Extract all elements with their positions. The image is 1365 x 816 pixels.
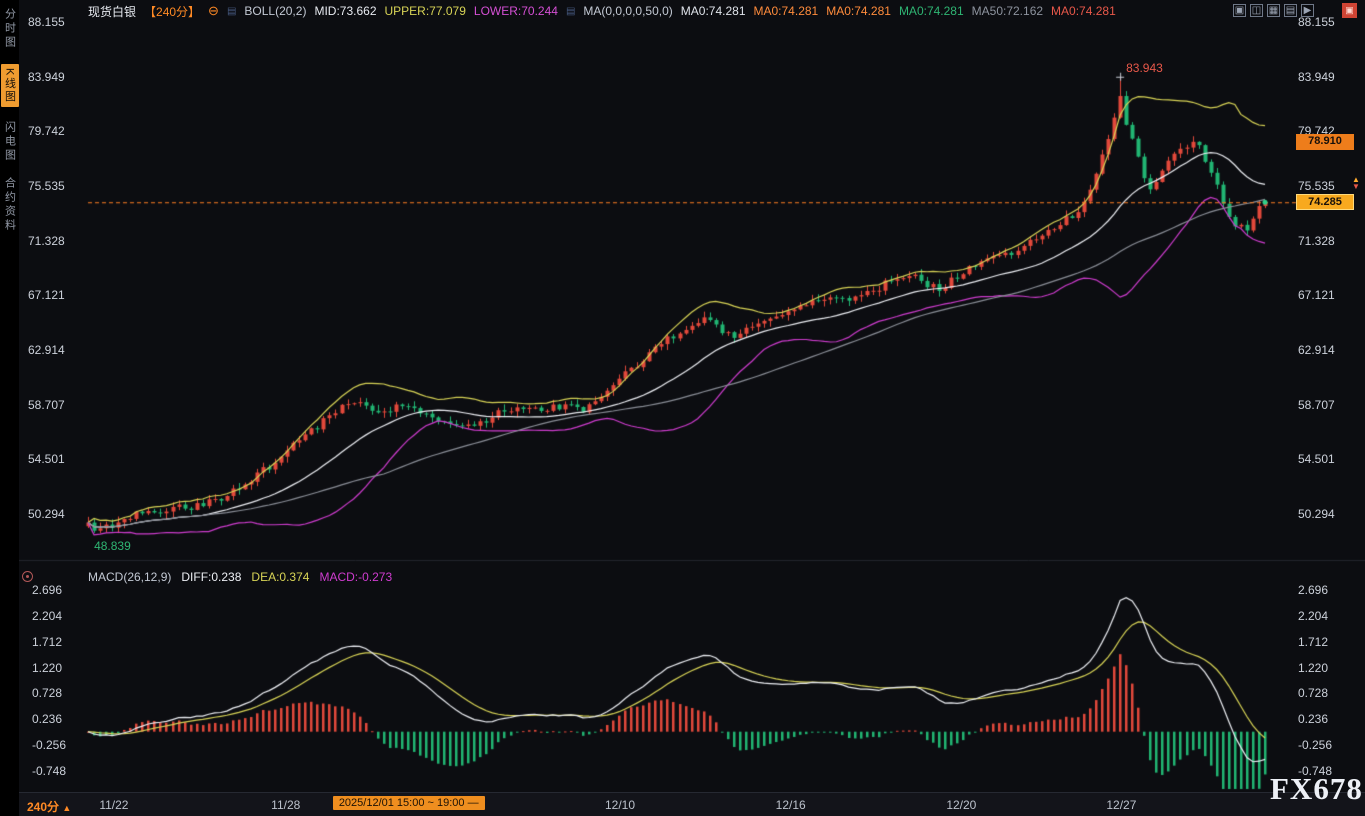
sidebar-item-kline-chart[interactable]: K线图 (0, 64, 19, 108)
price-axis-label-right: 58.707 (1298, 397, 1335, 412)
ma-value: MA0:74.281 (826, 4, 891, 18)
layout-split-horizontal-icon[interactable]: ◫ (1250, 4, 1263, 17)
boll-lower-value: LOWER:70.244 (473, 4, 558, 18)
price-axis-label-left: 62.914 (28, 343, 65, 357)
ma-value: MA0:74.281 (753, 4, 819, 18)
period-selector[interactable]: 240分 ▲ (27, 798, 71, 815)
macd-axis-label-right: 2.696 (1298, 583, 1329, 597)
macd-axis-label-left: -0.748 (32, 764, 67, 778)
macd-axis-label-right: 1.712 (1298, 634, 1329, 649)
up-arrow-icon: ▲ (1352, 175, 1360, 185)
time-axis-label: 12/27 (1106, 798, 1137, 812)
symbol-name: 现货白银 (88, 4, 137, 19)
price-axis-label-right: 50.294 (1298, 507, 1335, 521)
layout-expand-icon[interactable]: ▶ (1301, 4, 1314, 17)
price-axis-label-left: 79.742 (28, 124, 65, 139)
down-arrow-icon: ▼ (1352, 182, 1360, 192)
macd-axis-label-right: 0.728 (1298, 686, 1329, 701)
price-axis-label-left: 88.155 (28, 15, 65, 29)
macd-axis-label-right: 1.220 (1298, 660, 1329, 675)
ma-label: MA(0,0,0,0,50,0) (583, 4, 673, 18)
high-annotation: 83.943 (1126, 60, 1163, 75)
boll-label: BOLL(20,2) (244, 4, 307, 18)
period-arrow-icon: ▲ (62, 803, 72, 813)
macd-axis-label-left: 1.220 (32, 660, 63, 675)
low-annotation: 48.839 (94, 538, 131, 553)
price-axis-label-left: 54.501 (28, 452, 65, 467)
time-axis-label: 12/16 (775, 798, 806, 812)
macd-axis-label-left: 0.236 (32, 712, 63, 727)
ma-values: MA0:74.281 MA0:74.281 MA0:74.281 MA0:74.281… (681, 4, 1116, 18)
price-axis-label-left: 71.328 (28, 233, 65, 248)
macd-axis-label-left: -0.256 (32, 738, 67, 753)
macd-header: MACD(26,12,9) DIFF:0.238 DEA:0.374 MACD:… (88, 570, 392, 584)
watermark: FX678 (1270, 771, 1363, 806)
current-price-badge: 74.285 (1296, 194, 1354, 211)
time-axis-bar: 240分 ▲ 2025/12/01 15:00 ~ 19:00 — 11/22 1… (0, 792, 1365, 816)
collapse-circle-icon[interactable]: ⊖ (208, 3, 219, 18)
time-axis-label: 12/20 (946, 798, 977, 812)
layout-grid-icon[interactable]: ▦ (1267, 4, 1280, 17)
price-axis-label-right: 71.328 (1298, 233, 1335, 248)
boll-mid-value: MID:73.662 (314, 4, 377, 18)
macd-diff-value: DIFF:0.238 (181, 570, 242, 584)
price-axis-label-left: 75.535 (28, 178, 65, 193)
sidebar-item-time-chart[interactable]: 分时图 (3, 8, 16, 50)
indicator-toggle-icon[interactable] (22, 571, 33, 582)
boll-settings-icon[interactable]: ▤ (226, 5, 237, 17)
macd-axis-label-left: 0.728 (32, 686, 63, 701)
price-axis-label-right: 75.535 (1298, 178, 1335, 193)
ma-value: MA0:74.281 (680, 4, 746, 18)
price-axis-label-right: 62.914 (1298, 343, 1335, 357)
chart-header: 现货白银 【240分】 ⊖ ▤ BOLL(20,2) MID:73.662 UP… (88, 3, 1116, 19)
macd-label: MACD(26,12,9) (88, 570, 172, 584)
macd-axis-label-right: -0.748 (1298, 764, 1333, 778)
time-axis-label: 11/28 (271, 798, 301, 812)
price-axis-label-right: 83.949 (1298, 69, 1335, 84)
layout-rows-icon[interactable]: ▤ (1284, 4, 1297, 17)
price-axis-label-right: 54.501 (1298, 452, 1335, 467)
ma-value: MA50:72.162 (971, 4, 1044, 18)
time-axis-label: 11/22 (99, 798, 129, 812)
macd-axis-label-left: 2.204 (32, 608, 63, 623)
period-label: 240分 (27, 800, 60, 814)
macd-axis-label-right: 0.236 (1298, 712, 1329, 727)
price-axis-label-right: 88.155 (1298, 15, 1335, 29)
price-axis-label-right: 67.121 (1298, 288, 1335, 303)
ma-settings-icon[interactable]: ▤ (565, 5, 576, 17)
time-axis-label: 12/10 (604, 798, 636, 812)
layout-single-icon[interactable]: ▣ (1233, 4, 1246, 17)
macd-hist-value: MACD:-0.273 (319, 570, 393, 584)
ma-value: MA0:74.281 (1051, 4, 1116, 18)
macd-axis-label-right: -0.256 (1298, 738, 1333, 753)
upper-band-badge: 78.910 (1296, 134, 1354, 151)
price-axis-label-left: 83.949 (28, 69, 65, 84)
price-axis-label-left: 50.294 (28, 507, 65, 521)
macd-dea-value: DEA:0.374 (251, 570, 310, 584)
chart-toolbar: ▣ ◫ ▦ ▤ ▶ (1233, 4, 1314, 17)
macd-axis-label-left: 1.712 (32, 634, 63, 649)
price-up-down-marker: ▲ ▼ (1352, 175, 1360, 192)
selected-range-tag: 2025/12/01 15:00 ~ 19:00 — (332, 796, 485, 810)
fullscreen-icon[interactable]: ▣ (1342, 3, 1357, 18)
macd-axis-label-right: 2.204 (1298, 608, 1329, 623)
price-axis-label-left: 67.121 (28, 288, 65, 303)
sidebar: 分时图 K线图闪电图合约资料 (0, 0, 19, 816)
ma-value: MA0:74.281 (898, 4, 964, 18)
boll-upper-value: UPPER:77.079 (384, 4, 466, 18)
macd-axis-label-left: 2.696 (32, 583, 63, 597)
sidebar-item-lightning-chart[interactable]: 闪电图 (3, 121, 16, 164)
sidebar-item-contract-info[interactable]: 合约资料 (3, 177, 16, 234)
price-axis-label-left: 58.707 (28, 397, 65, 412)
period-tag[interactable]: 【240分】 (144, 4, 201, 19)
